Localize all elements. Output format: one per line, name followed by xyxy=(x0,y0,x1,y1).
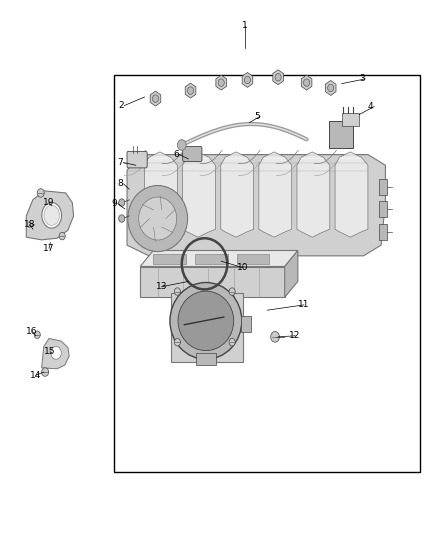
Circle shape xyxy=(174,338,180,346)
Text: 16: 16 xyxy=(26,327,38,336)
Text: 12: 12 xyxy=(289,332,300,340)
Bar xyxy=(114,75,420,472)
Bar xyxy=(328,121,353,148)
Polygon shape xyxy=(185,83,196,98)
Bar xyxy=(195,254,228,264)
Bar xyxy=(140,266,285,297)
Circle shape xyxy=(119,215,125,222)
Polygon shape xyxy=(285,251,298,297)
Polygon shape xyxy=(273,70,283,85)
Polygon shape xyxy=(221,152,254,237)
Circle shape xyxy=(37,189,44,197)
Circle shape xyxy=(59,232,65,240)
Circle shape xyxy=(229,338,235,346)
Circle shape xyxy=(187,87,194,94)
Text: 15: 15 xyxy=(44,348,55,356)
Circle shape xyxy=(119,199,125,206)
Circle shape xyxy=(271,332,279,342)
Ellipse shape xyxy=(178,291,234,351)
Ellipse shape xyxy=(139,197,177,240)
Circle shape xyxy=(177,140,186,150)
FancyBboxPatch shape xyxy=(127,151,147,168)
Bar xyxy=(237,254,269,264)
Polygon shape xyxy=(216,75,226,90)
Ellipse shape xyxy=(42,203,61,228)
Text: 19: 19 xyxy=(43,198,54,207)
FancyBboxPatch shape xyxy=(183,147,202,161)
Circle shape xyxy=(328,84,334,92)
Bar xyxy=(379,201,387,217)
Bar xyxy=(153,254,186,264)
Polygon shape xyxy=(335,152,368,237)
Polygon shape xyxy=(297,152,330,237)
Text: 4: 4 xyxy=(368,102,374,111)
Circle shape xyxy=(218,79,224,86)
Ellipse shape xyxy=(44,205,59,225)
Text: 5: 5 xyxy=(254,112,260,120)
Circle shape xyxy=(174,288,180,295)
Text: 13: 13 xyxy=(155,282,167,291)
Bar xyxy=(342,113,359,126)
Text: 8: 8 xyxy=(117,180,123,188)
Text: 2: 2 xyxy=(118,101,124,110)
Polygon shape xyxy=(140,251,298,266)
Text: 9: 9 xyxy=(112,199,117,208)
Bar xyxy=(241,316,251,332)
Polygon shape xyxy=(127,155,385,256)
Bar xyxy=(379,179,387,195)
Circle shape xyxy=(244,76,251,84)
Bar xyxy=(196,353,216,365)
Text: 18: 18 xyxy=(24,221,35,229)
Circle shape xyxy=(34,331,40,338)
Polygon shape xyxy=(42,338,69,369)
Polygon shape xyxy=(301,75,312,90)
Polygon shape xyxy=(145,152,177,237)
Ellipse shape xyxy=(170,282,242,359)
Circle shape xyxy=(42,368,49,376)
Text: 6: 6 xyxy=(173,150,179,159)
Bar xyxy=(379,224,387,240)
Text: 14: 14 xyxy=(30,371,41,379)
Polygon shape xyxy=(259,152,292,237)
Text: 10: 10 xyxy=(237,263,248,272)
Polygon shape xyxy=(150,91,161,106)
Circle shape xyxy=(304,79,310,86)
Circle shape xyxy=(229,288,235,295)
Text: 3: 3 xyxy=(359,75,365,83)
Bar xyxy=(171,293,243,362)
Polygon shape xyxy=(242,72,253,87)
Polygon shape xyxy=(325,80,336,95)
Ellipse shape xyxy=(128,185,187,252)
Polygon shape xyxy=(183,152,215,237)
Text: 7: 7 xyxy=(117,158,123,167)
Circle shape xyxy=(51,346,61,359)
Text: 17: 17 xyxy=(43,244,54,253)
Circle shape xyxy=(152,95,159,102)
Polygon shape xyxy=(26,191,74,240)
Text: 11: 11 xyxy=(298,301,309,309)
Text: 1: 1 xyxy=(242,21,248,30)
Circle shape xyxy=(275,74,281,81)
